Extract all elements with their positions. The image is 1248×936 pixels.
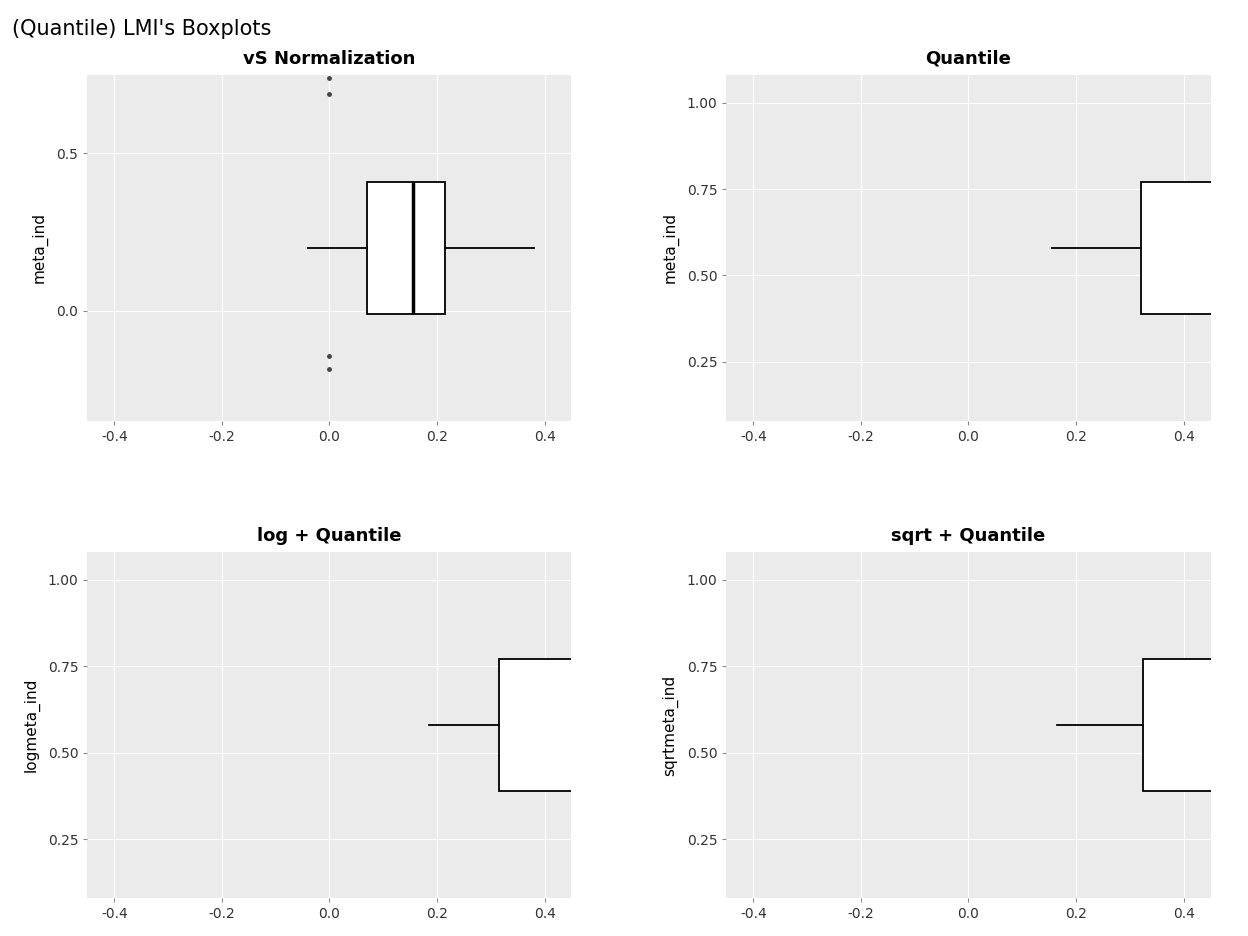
Title: Quantile: Quantile: [926, 50, 1011, 67]
Bar: [499, 659, 706, 791]
Text: (Quantile) LMI's Boxplots: (Quantile) LMI's Boxplots: [12, 19, 272, 38]
Title: log + Quantile: log + Quantile: [257, 527, 402, 545]
Bar: [1141, 183, 1248, 314]
Bar: [367, 183, 446, 314]
Y-axis label: logmeta_ind: logmeta_ind: [22, 678, 39, 772]
Y-axis label: meta_ind: meta_ind: [32, 212, 49, 284]
Title: vS Normalization: vS Normalization: [243, 50, 416, 67]
Bar: [1143, 659, 1248, 791]
Y-axis label: meta_ind: meta_ind: [663, 212, 679, 284]
Title: sqrt + Quantile: sqrt + Quantile: [891, 527, 1046, 545]
Y-axis label: sqrtmeta_ind: sqrtmeta_ind: [663, 675, 679, 776]
